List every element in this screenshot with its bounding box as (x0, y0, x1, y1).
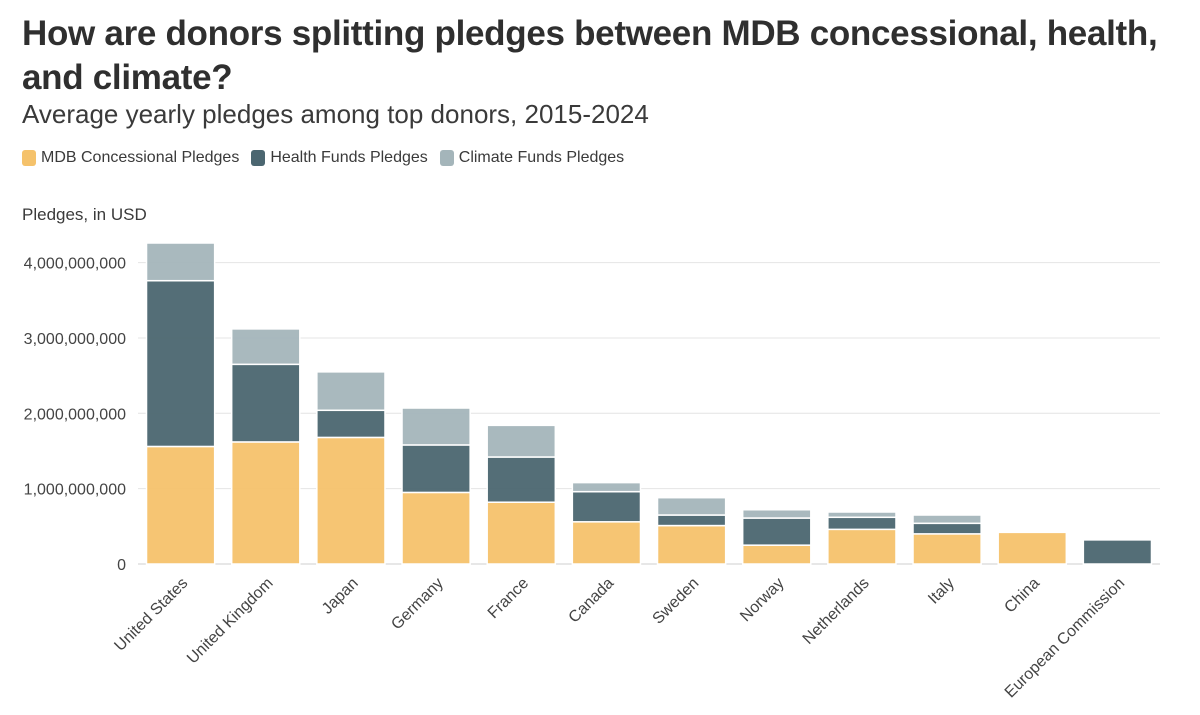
legend-swatch-climate (439, 150, 454, 166)
legend-swatch-health (251, 150, 266, 166)
bar-segment[interactable] (145, 445, 216, 565)
bar-segment[interactable] (912, 514, 982, 525)
bar-segment[interactable] (827, 528, 897, 565)
bar-segment[interactable] (316, 371, 386, 412)
bar-segment[interactable] (401, 407, 471, 446)
bar-segment[interactable] (486, 456, 557, 503)
bar-segment[interactable] (571, 521, 642, 565)
x-tick-label: China (1001, 575, 1043, 617)
chart-subtitle: Average yearly pledges among top donors,… (22, 99, 649, 129)
y-tick-label: 2,000,000,000 (24, 406, 126, 423)
bar-segment[interactable] (656, 514, 727, 527)
y-tick-label: 1,000,000,000 (24, 482, 126, 499)
x-tick-label: Canada (566, 575, 618, 627)
bar-segment[interactable] (145, 279, 216, 448)
bar-segment[interactable] (741, 517, 812, 546)
bar-segment[interactable] (912, 533, 982, 565)
y-tick-label: 4,000,000,000 (24, 256, 126, 273)
bar-segment[interactable] (571, 481, 642, 493)
x-tick-label: Norway (737, 575, 787, 625)
bar-segment[interactable] (486, 501, 557, 565)
bar-segment[interactable] (997, 531, 1068, 565)
y-axis-title: Pledges, in USD (22, 205, 147, 224)
legend-item-climate[interactable]: Climate Funds Pledges (439, 149, 625, 167)
bar-segment[interactable] (401, 444, 471, 494)
bar-segment[interactable] (401, 491, 471, 565)
bar-segment[interactable] (827, 511, 897, 519)
x-tick-label: United Kingdom (184, 575, 277, 668)
x-tick-label: Japan (319, 575, 362, 618)
bar-segment[interactable] (316, 409, 386, 439)
bar-segment[interactable] (230, 328, 301, 366)
bar-segment[interactable] (741, 508, 812, 519)
bar-segment[interactable] (316, 436, 386, 565)
bar-segment[interactable] (1082, 539, 1153, 565)
bar-segment[interactable] (571, 490, 642, 523)
y-tick-label: 3,000,000,000 (24, 331, 126, 348)
legend-swatch-mdb (22, 150, 36, 166)
legend-item-health[interactable]: Health Funds Pledges (251, 149, 428, 167)
x-tick-label: Netherlands (800, 575, 873, 648)
legend-label-health: Health Funds Pledges (270, 149, 428, 166)
x-tick-label: Germany (388, 575, 447, 634)
x-tick-label: France (485, 575, 532, 622)
bar-segment[interactable] (656, 496, 727, 516)
chart-title: How are donors splitting pledges between… (22, 14, 1158, 97)
legend: MDB Concessional Pledges Health Funds Pl… (22, 149, 636, 167)
legend-label-climate: Climate Funds Pledges (458, 149, 625, 166)
bar-segment[interactable] (230, 441, 301, 565)
bar-segment[interactable] (912, 522, 982, 535)
bar-segment[interactable] (827, 516, 897, 531)
bar-segment[interactable] (486, 424, 557, 458)
y-tick-label: 0 (117, 557, 126, 574)
legend-item-mdb[interactable]: MDB Concessional Pledges (22, 149, 239, 167)
bar-segment[interactable] (145, 242, 216, 282)
x-tick-label: Italy (925, 575, 958, 608)
x-tick-label: United States (111, 575, 191, 655)
x-tick-label: Sweden (650, 575, 703, 628)
legend-label-mdb: MDB Concessional Pledges (41, 149, 240, 166)
bar-segment[interactable] (741, 544, 812, 565)
bar-segment[interactable] (656, 524, 727, 565)
bar-segment[interactable] (230, 363, 301, 443)
